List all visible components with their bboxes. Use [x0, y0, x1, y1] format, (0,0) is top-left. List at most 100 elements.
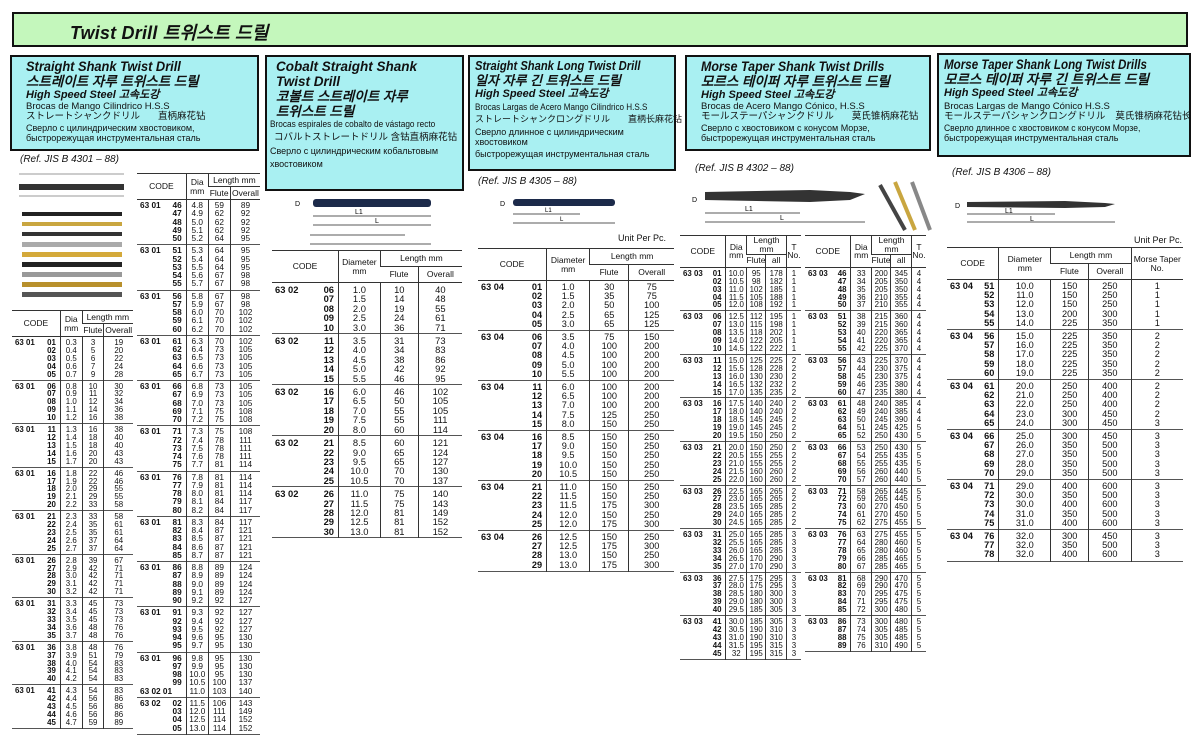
code-prefix: 63 01: [140, 563, 161, 572]
table-row: 85 8.7 87 121: [137, 551, 260, 562]
flute-length-cell: 170: [746, 562, 766, 573]
overall-length-cell: 375: [890, 364, 912, 373]
code-cell: 63 01 16: [12, 467, 60, 477]
overall-length-cell: 83: [103, 684, 133, 696]
overall-length-cell: 480: [890, 606, 912, 616]
taper-no-cell: 1: [785, 344, 801, 355]
header-code: CODE: [815, 245, 841, 256]
overall-length-cell: 315: [765, 649, 787, 660]
code-cell: 78: [947, 550, 999, 561]
row-group: 63 01 16 1.8 22 46 17 1.9 22 46 18 2.0 29 55 19 2.1 29 5…: [12, 467, 133, 511]
diameter-cell: 15.5: [725, 364, 747, 373]
diameter-cell: 61: [850, 511, 872, 520]
diameter-cell: 62: [850, 518, 872, 529]
overall-length-cell: 108: [229, 415, 260, 426]
diameter-cell: 11.0: [998, 290, 1051, 301]
code-suffix: 14: [712, 379, 722, 389]
code-cell: 63 03 41: [680, 616, 726, 626]
code-cell: 88: [805, 632, 851, 642]
row-group: 63 02 06 1.0 10 40 07 1.5 14 48 08 2.0 19 55 09 2.5 24 6…: [272, 282, 462, 334]
overall-length-cell: 114: [229, 481, 260, 490]
russian-name-2: быстрорежущая инструментальная сталь: [944, 132, 1119, 143]
overall-length-cell: 127: [417, 456, 462, 466]
code-suffix: 77: [837, 537, 847, 547]
code-suffix: 26: [531, 532, 543, 543]
diameter-cell: 1.1: [59, 406, 83, 415]
overall-length-cell: 250: [628, 469, 674, 481]
table-row: 29 12.5 81 152: [272, 517, 462, 527]
diameter-cell: 6.7: [185, 370, 209, 381]
code-cell: 49: [805, 293, 851, 302]
flute-length-cell: 215: [871, 310, 891, 322]
flute-length-cell: 65: [379, 456, 419, 466]
code-cell: 63 04 26: [478, 531, 547, 543]
code-cell: 63 04 66: [947, 430, 999, 442]
table-row: 07 4.0 100 200: [478, 342, 674, 352]
code-suffix: 64: [172, 361, 182, 371]
row-group: 63 03 81 68 290 470 5 82 69 290 470 5 83 70 295 475 5 84…: [805, 572, 926, 616]
code-cell: 58: [805, 372, 851, 381]
code-cell: 88: [137, 580, 186, 589]
flute-length-cell: 175: [746, 572, 766, 583]
header-overall: Overall: [229, 186, 260, 200]
header-code: CODE: [149, 181, 174, 192]
diameter-cell: 9.5: [338, 456, 381, 466]
code-cell: 98: [137, 670, 186, 679]
table-row: 62 6.4 73 105: [137, 345, 260, 355]
overall-length-cell: 125: [628, 310, 674, 320]
code-suffix: 42: [47, 694, 56, 704]
code-suffix: 80: [172, 505, 182, 515]
overall-length-cell: 200: [628, 342, 674, 352]
overall-length-cell: 455: [890, 518, 912, 529]
code-prefix: 63 04: [481, 532, 504, 543]
diameter-cell: 14.0: [998, 318, 1051, 330]
code-cell: 93: [137, 625, 186, 634]
table-row: 32 25.5 165 285 3: [680, 538, 801, 547]
code-suffix: 21: [47, 512, 56, 522]
diameter-cell: 12.0: [546, 519, 590, 531]
diameter-cell: 1.0: [338, 282, 381, 295]
taper-no-cell: 5: [910, 485, 926, 496]
flute-length-cell: 46: [379, 384, 419, 397]
overall-length-cell: 455: [890, 528, 912, 539]
header-diameter: Diameter mm: [546, 248, 590, 281]
flute-length-cell: 165: [746, 495, 766, 504]
overall-length-cell: 95: [417, 373, 462, 385]
header-diameter: Dia mm: [59, 310, 83, 337]
taper-no-cell: 2: [785, 380, 801, 389]
diameter-cell: 41: [850, 337, 872, 345]
flute-length-cell: 145: [746, 424, 766, 433]
section-header-morse-taper-long: Morse Taper Shank Long Twist Drills 모르스 …: [937, 53, 1191, 157]
diameter-cell: 23.5: [725, 503, 747, 512]
flute-length-cell: 70: [207, 308, 231, 318]
flute-length-cell: 95: [207, 670, 231, 680]
overall-length-cell: 117: [229, 506, 260, 517]
table-row: 49 36 210 355 4: [805, 293, 926, 302]
diameter-cell: 45: [850, 372, 872, 381]
table-row: 35 3.7 48 76: [12, 631, 133, 642]
code-prefix: 63 03: [683, 268, 703, 278]
code-cell: 10: [478, 369, 547, 381]
overall-length-cell: 55: [103, 493, 133, 502]
diameter-cell: 2.2: [59, 501, 83, 511]
table-row: 37 3.9 51 79: [12, 651, 133, 660]
taper-no-cell: 1: [785, 310, 801, 322]
code-cell: 58: [137, 308, 186, 317]
diameter-cell: 54: [850, 451, 872, 460]
flute-length-cell: 38: [379, 354, 419, 364]
diameter-cell: 0.6: [59, 362, 83, 371]
taper-no-cell: 5: [910, 590, 926, 599]
code-suffix: 04: [172, 715, 182, 725]
code-suffix: 03: [531, 300, 543, 311]
code-cell: 63 01 46: [137, 200, 186, 211]
code-suffix: 14: [323, 363, 334, 375]
header-diameter: Diameter mm: [998, 247, 1051, 280]
overall-length-cell: 98: [229, 280, 260, 290]
code-suffix: 88: [837, 632, 847, 642]
code-suffix: 44: [47, 709, 56, 719]
table-row: 63 01 16 1.8 22 46: [12, 467, 133, 478]
taper-no-cell: 2: [785, 441, 801, 452]
code-prefix: 63 01: [15, 338, 35, 347]
diameter-cell: 6.4: [185, 345, 209, 355]
table-row: 22 9.0 65 124: [272, 447, 462, 457]
